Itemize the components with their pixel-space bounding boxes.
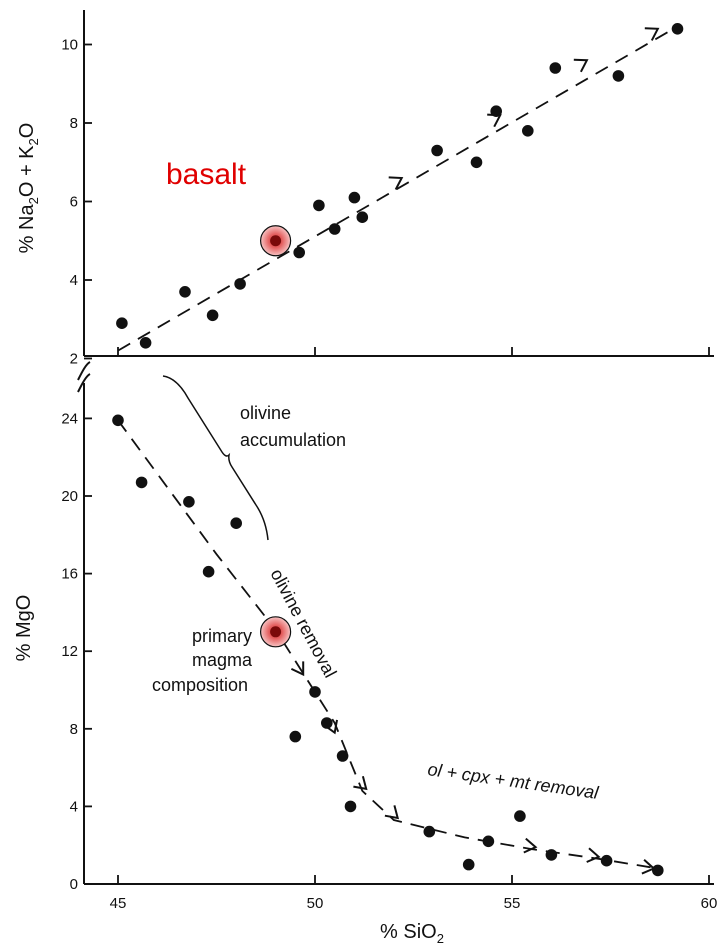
x-tick-label: 45 [110,895,127,912]
data-point [545,849,558,861]
y-tick-label: 8 [70,721,78,738]
basalt-label: basalt [166,158,247,191]
y-tick-label: 0 [70,876,78,893]
data-point [514,810,526,822]
bottom-points [112,414,664,877]
data-point [112,414,124,427]
trend-arrowhead [523,837,538,854]
top-ticks [84,43,710,360]
data-point [431,144,443,157]
data-point [313,199,325,212]
trend-dashed-line [117,28,674,352]
data-point [309,686,321,698]
data-point [183,496,195,508]
olivine-accumulation-bracket [162,375,269,541]
x-tick-label: 50 [307,895,324,912]
top-y-axis-title: % Na2O + K2O [16,123,41,254]
x-tick-label: 55 [504,895,521,912]
primary-magma-point [270,626,282,638]
data-point [522,125,534,137]
data-point [612,70,625,82]
primary-magma-point [270,235,282,247]
data-point [116,317,128,330]
y-tick-label: 20 [61,488,78,505]
bottom-primary-magma-highlight [260,616,292,648]
y-tick-label: 16 [61,566,78,583]
data-point [671,23,684,35]
data-point [139,337,152,349]
trend-arrowhead [586,847,601,863]
data-point [230,517,242,529]
data-point [289,730,302,743]
trend-arrowhead [644,27,660,41]
bottom-ticks [84,417,710,885]
y-tick-label: 10 [61,37,78,54]
y-tick-label: 6 [70,194,78,211]
data-point [344,800,357,813]
top-primary-magma-highlight [260,225,292,257]
y-tick-label: 12 [61,643,78,660]
data-point [234,278,246,290]
olivine-accumulation-label-line2: accumulation [240,430,346,450]
top-points [116,23,684,349]
data-point [600,854,613,867]
axis-break-mark [77,361,91,393]
trend-arrowhead [290,661,305,677]
trend-arrowhead [384,805,400,820]
primary-magma-label-line2: magma [192,650,253,670]
data-point [462,858,475,871]
bottom-tick-labels: 0 4 8 12 16 20 24 45 50 55 60 [61,410,717,912]
data-point [293,246,306,259]
data-point [652,864,664,877]
data-point [179,286,191,298]
trend-arrowhead [353,776,368,791]
data-point [490,105,503,117]
data-point [470,156,483,169]
bottom-y-axis-title: % MgO [13,595,35,662]
data-point [423,825,436,838]
data-point [328,223,341,235]
x-axis-title: % SiO2 [380,921,444,946]
ol-cpx-mt-removal-label: ol + cpx + mt removal [426,759,600,803]
data-point [321,717,333,729]
primary-magma-label-line3: composition [152,675,248,695]
trend-arrowhead [573,58,589,73]
y-tick-label: 8 [70,115,78,132]
data-point [135,476,148,489]
x-tick-label: 60 [701,895,717,912]
data-point [202,565,215,578]
y-tick-label: 4 [70,798,78,815]
data-point [356,211,369,223]
top-tick-labels: 2 4 6 8 10 [61,37,78,368]
data-point [549,62,562,74]
data-point [336,750,349,762]
data-point [348,191,361,204]
data-point [482,835,495,848]
y-tick-label: 24 [61,410,78,427]
bottom-panel: 0 4 8 12 16 20 24 45 50 55 60 % MgO % SiO2 olivine… [13,375,717,946]
y-tick-label: 4 [70,272,78,289]
data-point [206,309,219,322]
top-panel: 2 4 6 8 10 % Na2O + K2O basalt [16,10,714,368]
y-tick-label: 2 [70,351,78,368]
bottom-trend-line [117,419,658,875]
trend-arrowhead [388,176,404,190]
primary-magma-label-line1: primary [192,626,252,646]
olivine-accumulation-label-line1: olivine [240,403,291,423]
trend-dashed-line [117,419,658,870]
